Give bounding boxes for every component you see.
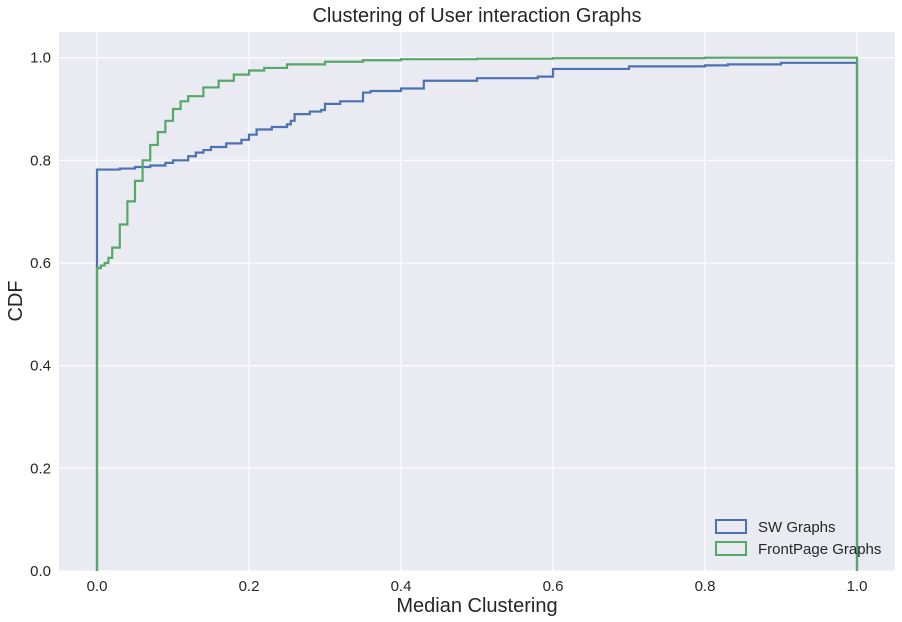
legend-label: SW Graphs — [758, 519, 836, 536]
plot-background — [59, 32, 895, 571]
x-tick-label: 0.0 — [87, 578, 108, 595]
series-layer — [95, 56, 859, 571]
x-tick-labels: 0.0 0.2 0.4 0.6 0.8 1.0 — [87, 578, 868, 595]
y-tick-label: 0.8 — [30, 152, 51, 169]
x-tick-label: 0.6 — [543, 578, 564, 595]
y-axis-label: CDF — [5, 280, 27, 321]
y-tick-label: 0.4 — [30, 358, 51, 375]
y-tick-label: 0.0 — [30, 563, 51, 580]
x-tick-label: 0.2 — [239, 578, 260, 595]
series-line-frontpage-graphs — [95, 56, 859, 571]
legend-label: FrontPage Graphs — [758, 541, 881, 558]
y-tick-label: 0.6 — [30, 255, 51, 272]
legend-swatch — [715, 541, 747, 556]
series-line-sw-graphs — [95, 61, 859, 571]
x-tick-label: 0.8 — [695, 578, 716, 595]
y-tick-label: 0.2 — [30, 460, 51, 477]
y-tick-label: 1.0 — [30, 50, 51, 67]
legend-swatch — [715, 519, 747, 534]
x-axis-label: Median Clustering — [396, 595, 557, 617]
chart-title: Clustering of User interaction Graphs — [312, 5, 641, 27]
x-tick-label: 0.4 — [391, 578, 412, 595]
y-tick-labels: 0.0 0.2 0.4 0.6 0.8 1.0 — [30, 50, 51, 580]
x-tick-label: 1.0 — [847, 578, 868, 595]
legend: SW Graphs FrontPage Graphs — [715, 519, 881, 558]
